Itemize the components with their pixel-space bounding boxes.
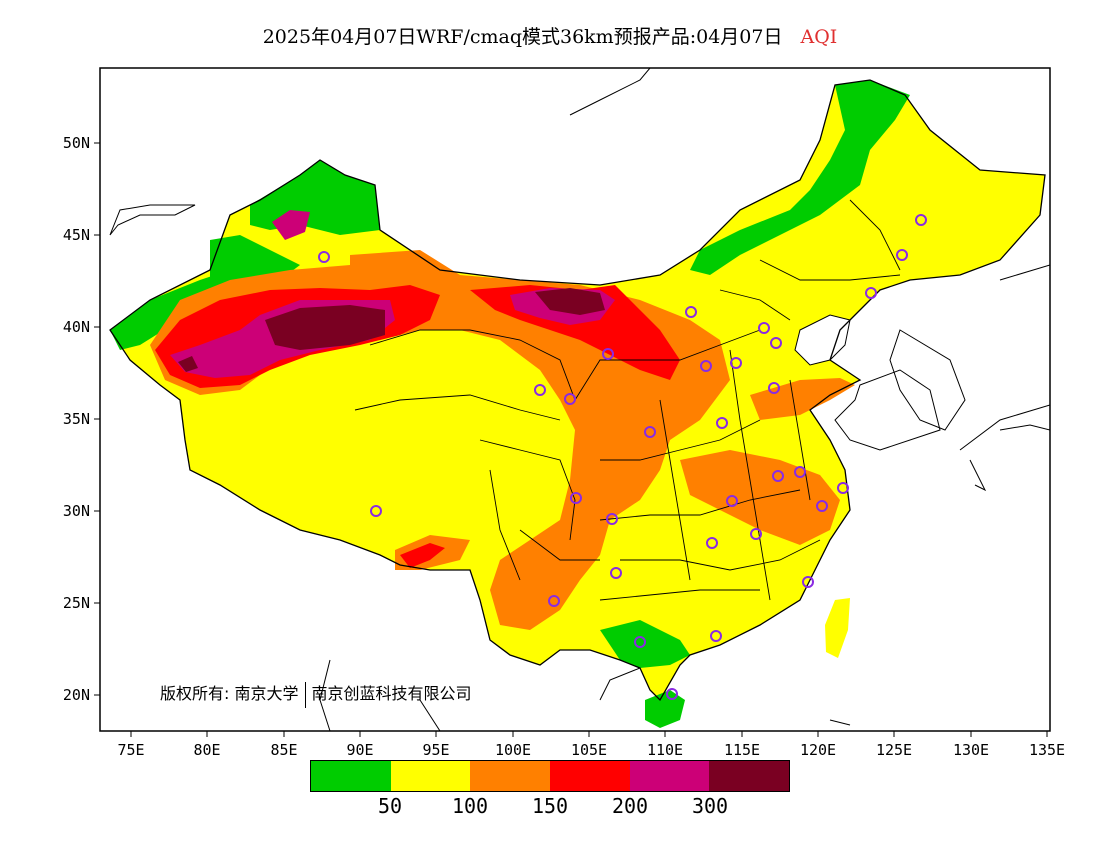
legend-swatch	[629, 761, 710, 791]
copyright-org2: 南京创蓝科技有限公司	[311, 684, 472, 703]
region-hazardous-tarim	[265, 305, 385, 350]
x-tick-label: 75E	[117, 741, 144, 759]
y-tick-label: 30N	[63, 502, 90, 520]
copyright-note: 版权所有: 南京大学 南京创蓝科技有限公司	[160, 680, 472, 708]
x-tick-label: 110E	[647, 741, 683, 759]
x-tick-label: 135E	[1029, 741, 1065, 759]
legend-label: 300	[691, 794, 729, 818]
x-tick-label: 130E	[953, 741, 989, 759]
region-good-taiwan	[825, 598, 850, 658]
y-axis-labels: 50N 45N 40N 35N 30N 25N 20N	[63, 134, 90, 704]
legend-label: 150	[531, 794, 569, 818]
legend-swatch	[709, 761, 790, 791]
x-axis-labels: 75E 80E 85E 90E 95E 100E 105E 110E 115E …	[117, 741, 1065, 759]
title-variable: AQI	[800, 26, 838, 48]
map-frame	[99, 67, 1051, 732]
province-boundaries	[354, 199, 901, 601]
region-very-unhealthy-ili	[272, 210, 310, 240]
station-markers	[318, 214, 927, 700]
x-tick-label: 80E	[193, 741, 220, 759]
region-unhealthy-tibet	[400, 543, 445, 568]
region-sensitive-east	[680, 450, 840, 545]
region-good-northwest	[250, 160, 380, 235]
color-legend	[310, 760, 790, 792]
coastlines	[109, 68, 1050, 731]
y-tick-label: 20N	[63, 686, 90, 704]
y-tick-label: 25N	[63, 594, 90, 612]
legend-swatch	[390, 761, 471, 791]
map-title: 2025年04月07日WRF/cmaq模式36km预报产品:04月07日 AQI	[0, 22, 1100, 49]
yellow-sea	[834, 369, 941, 451]
map-content	[109, 68, 1050, 731]
x-tick-label: 100E	[495, 741, 531, 759]
y-tick-label: 45N	[63, 226, 90, 244]
title-main: 2025年04月07日WRF/cmaq模式36km预报产品:04月07日	[262, 26, 783, 48]
x-tick-label: 115E	[724, 741, 760, 759]
legend-label: 100	[451, 794, 489, 818]
region-good-northeast	[690, 80, 910, 275]
x-tick-label: 85E	[270, 741, 297, 759]
region-hazardous-small	[178, 356, 198, 372]
y-tick-label: 50N	[63, 134, 90, 152]
x-tick-label: 120E	[800, 741, 836, 759]
copyright-org1: 南京大学	[234, 684, 299, 703]
copyright-separator	[304, 681, 306, 708]
y-tick-label: 35N	[63, 410, 90, 428]
legend-swatch	[470, 761, 551, 791]
bohai-sea	[794, 314, 851, 366]
region-good-hainan	[645, 690, 685, 728]
region-sensitive-shandong	[750, 378, 855, 420]
x-tick-label: 90E	[346, 741, 373, 759]
legend-label: 50	[377, 794, 403, 818]
legend-label: 200	[611, 794, 649, 818]
x-tick-label: 125E	[876, 741, 912, 759]
copyright-prefix: 版权所有:	[160, 684, 230, 703]
legend-swatch	[550, 761, 630, 791]
legend-swatch	[311, 761, 391, 791]
x-tick-label: 105E	[571, 741, 607, 759]
china-border	[109, 79, 1046, 702]
region-hazardous-north	[535, 288, 605, 315]
axis-ticks	[94, 142, 1048, 737]
y-tick-label: 40N	[63, 318, 90, 336]
x-tick-label: 95E	[422, 741, 449, 759]
